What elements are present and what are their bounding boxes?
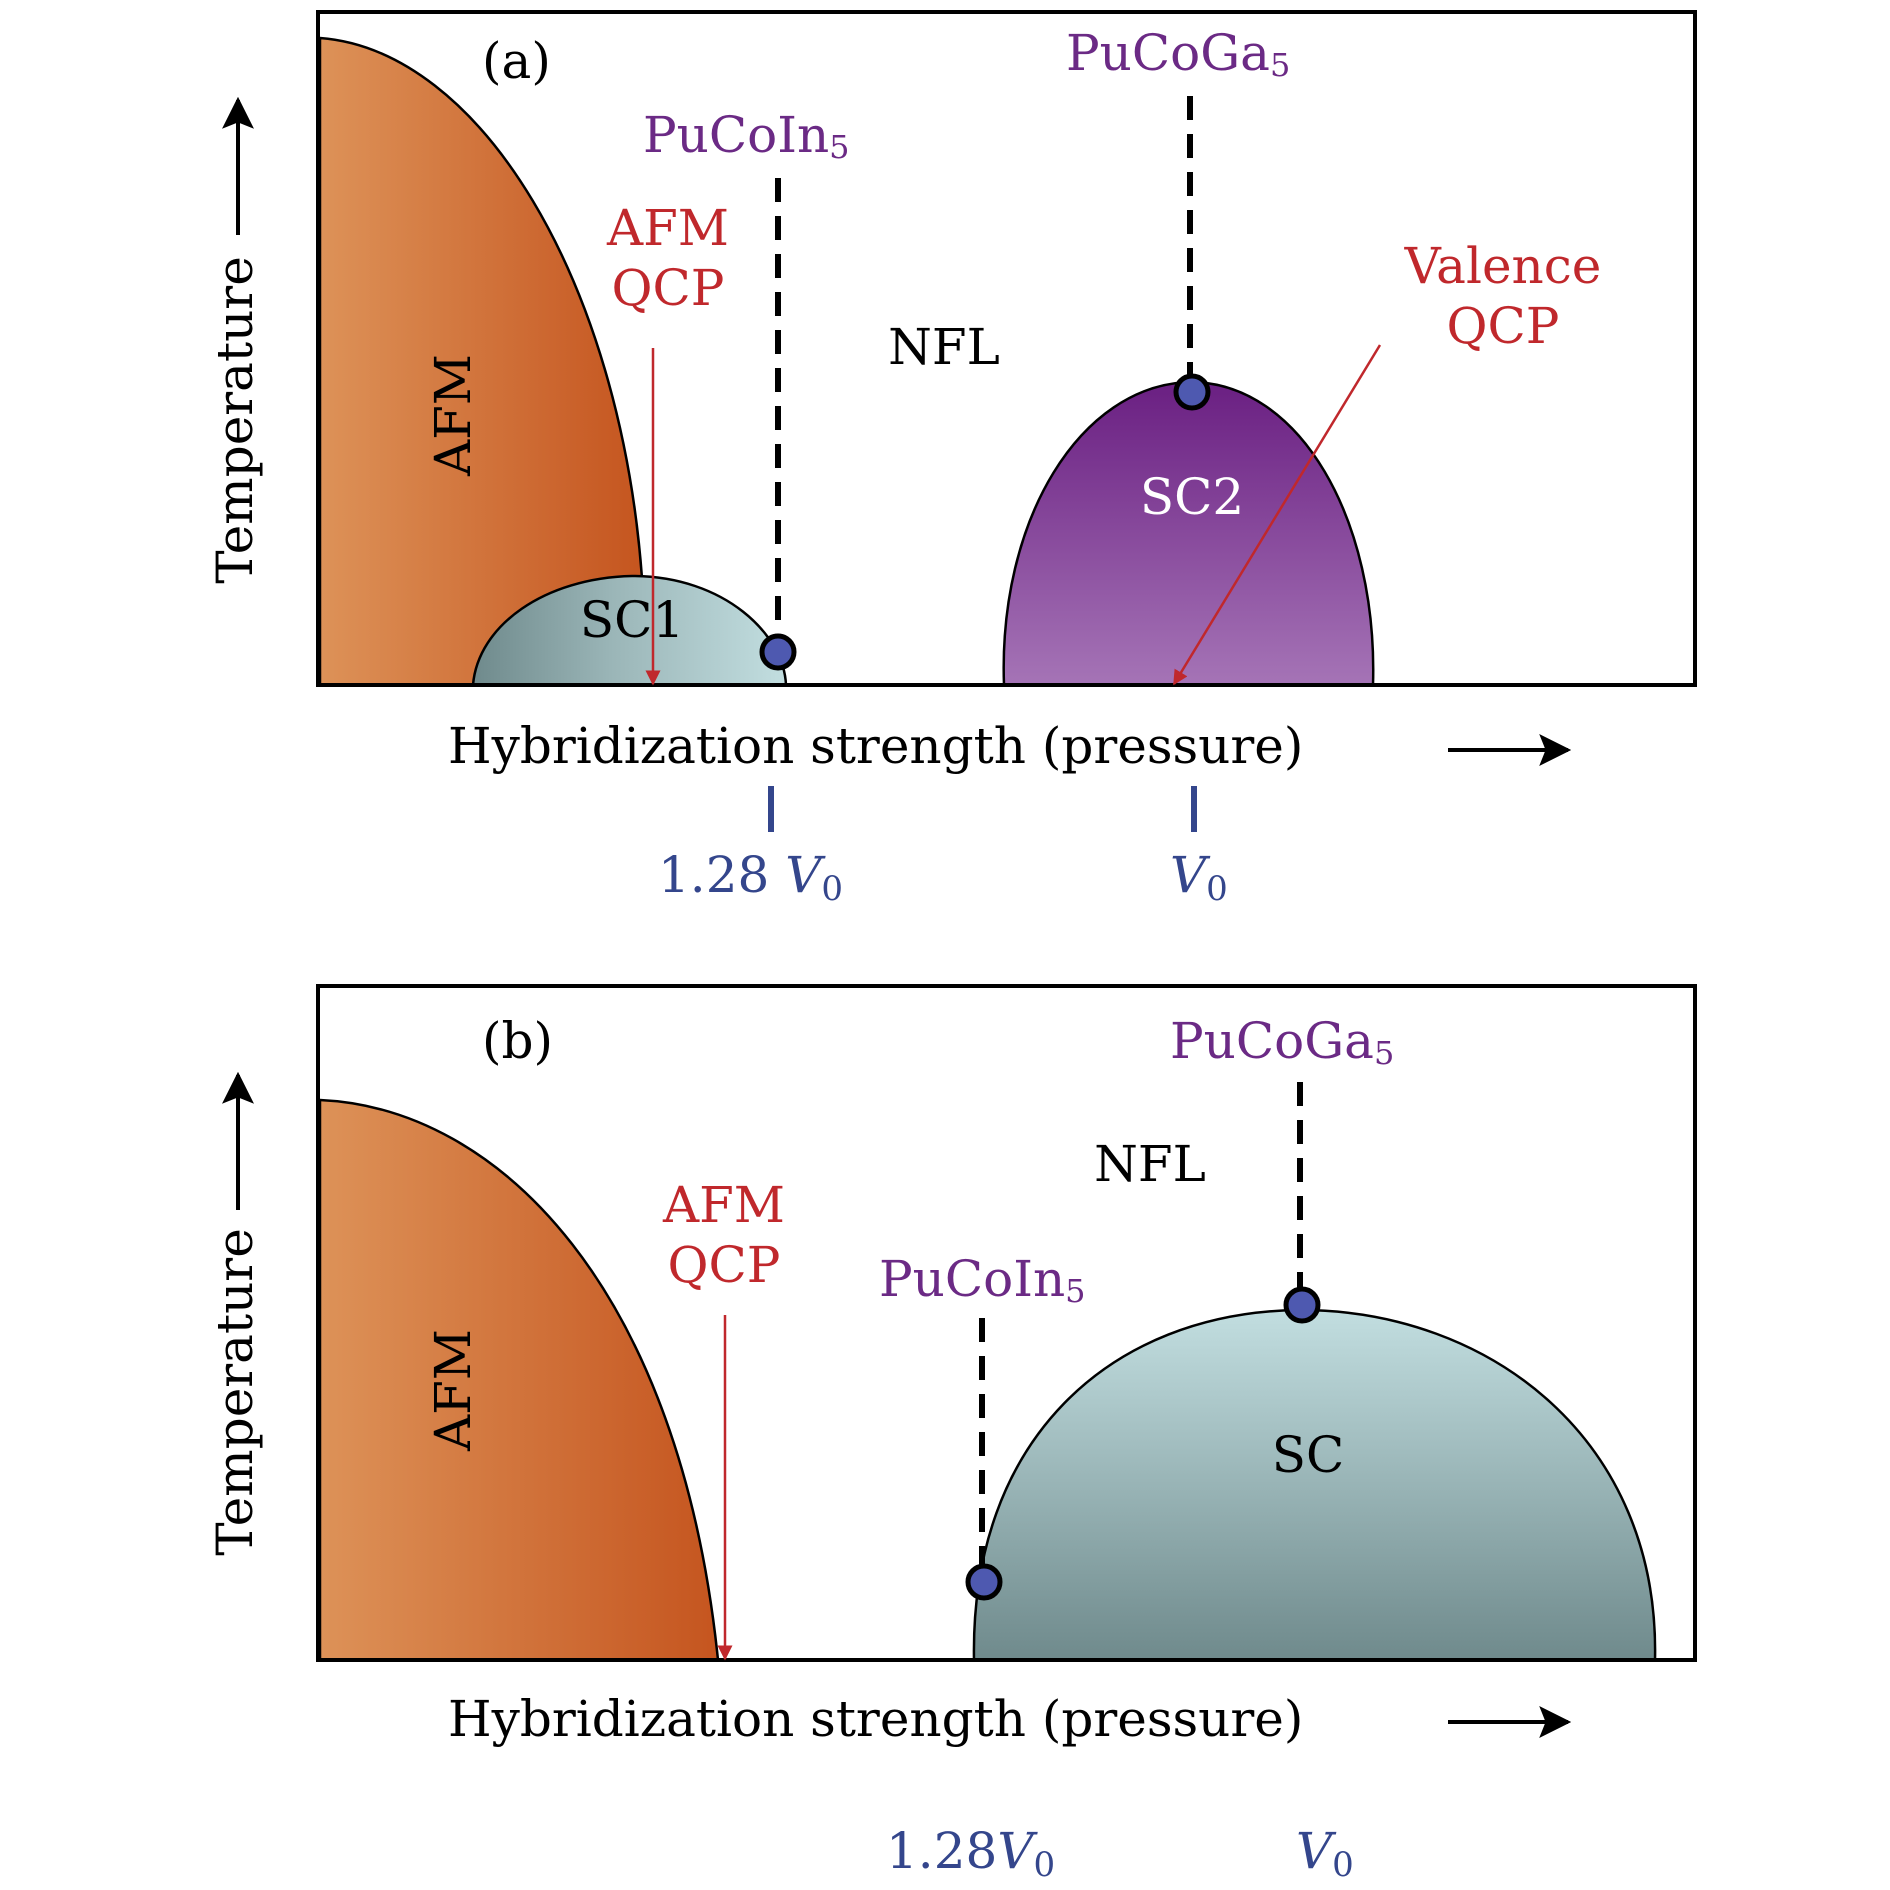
sc2-region-label: SC2 (1140, 468, 1244, 526)
pucoga5-tc-marker-b (1283, 1286, 1321, 1324)
scale-subscript-v0-a: 0 (1206, 869, 1228, 909)
scale-symbol-a: V (785, 846, 826, 904)
panel-tag-b: (b) (482, 1012, 553, 1070)
pucoin5-base-b: PuCoIn (879, 1250, 1065, 1308)
scale-subscript-a: 0 (821, 869, 843, 909)
x-axis-label-a: Hybridization strength (pressure) (448, 717, 1303, 775)
sc-region-label: SC (1272, 1426, 1345, 1484)
valence-qcp-label-line2: QCP (1447, 297, 1560, 355)
scale-label-v0-b: V0 (1296, 1822, 1354, 1885)
pucoin5-label: PuCoIn5 (643, 106, 850, 166)
scale-label-1p28v0-a: 1.28 V0 (658, 846, 843, 909)
scale-symbol-v0-a: V (1170, 846, 1211, 904)
scale-label-1p28v0-b: 1.28V0 (886, 1822, 1055, 1885)
pucoga5-tc-marker (1173, 373, 1211, 411)
sc1-region-label: SC1 (580, 591, 684, 649)
scale-label-v0-a: V0 (1170, 846, 1228, 909)
afm-region-b (318, 1098, 720, 1662)
pucoga5-subscript: 5 (1270, 46, 1290, 84)
scale-subscript-b: 0 (1033, 1845, 1055, 1885)
pucoga5-base-b: PuCoGa (1170, 1012, 1374, 1070)
pucoga5-label-b: PuCoGa5 (1170, 1012, 1394, 1072)
sc2-dome (1002, 380, 1375, 687)
afm-qcp-label-line1: AFM (606, 199, 729, 257)
sc-dome (972, 1308, 1657, 1662)
panel-b: (b) PuCoIn5 PuCoGa5 NFL AFM QCP AFM SC T… (206, 984, 1697, 1885)
pucoin5-base: PuCoIn (643, 106, 829, 164)
afm-qcp-label-line2-b: QCP (668, 1236, 781, 1294)
pucoga5-base: PuCoGa (1066, 24, 1270, 82)
pucoga5-subscript-b: 5 (1374, 1034, 1394, 1072)
panel-tag-a: (a) (482, 32, 551, 90)
y-axis-label-b: Temperature (206, 1228, 264, 1556)
pucoga5-label: PuCoGa5 (1066, 24, 1290, 84)
nfl-region-label-b: NFL (1094, 1135, 1206, 1193)
afm-region-label: AFM (424, 354, 482, 477)
scale-subscript-v0-b: 0 (1332, 1845, 1354, 1885)
scale-number-b: 1.28 (886, 1822, 997, 1880)
pucoin5-label-b: PuCoIn5 (879, 1250, 1086, 1310)
y-axis-label-a: Temperature (206, 256, 264, 584)
pucoin5-tc-marker-b (965, 1563, 1003, 1601)
scale-symbol-b: V (997, 1822, 1038, 1880)
pucoin5-subscript-b: 5 (1065, 1272, 1085, 1310)
afm-region-label-b: AFM (424, 1329, 482, 1452)
nfl-region-label: NFL (888, 318, 1000, 376)
valence-qcp-arrow (1172, 344, 1382, 686)
pucoin5-tc-marker (759, 633, 797, 671)
plot-frame-b (316, 984, 1697, 1662)
afm-region (318, 36, 644, 687)
pucoin5-subscript: 5 (829, 128, 849, 166)
scale-number-a: 1.28 (658, 846, 785, 904)
afm-qcp-label-line2: QCP (612, 259, 725, 317)
x-axis-label-b: Hybridization strength (pressure) (448, 1690, 1303, 1748)
afm-qcp-label-line1-b: AFM (662, 1176, 785, 1234)
scale-symbol-v0-b: V (1296, 1822, 1337, 1880)
plot-frame-a (316, 10, 1697, 687)
valence-qcp-label-line1: Valence (1404, 237, 1602, 295)
panel-a: (a) PuCoIn5 PuCoGa5 AFM QCP Valence QCP … (206, 10, 1697, 909)
